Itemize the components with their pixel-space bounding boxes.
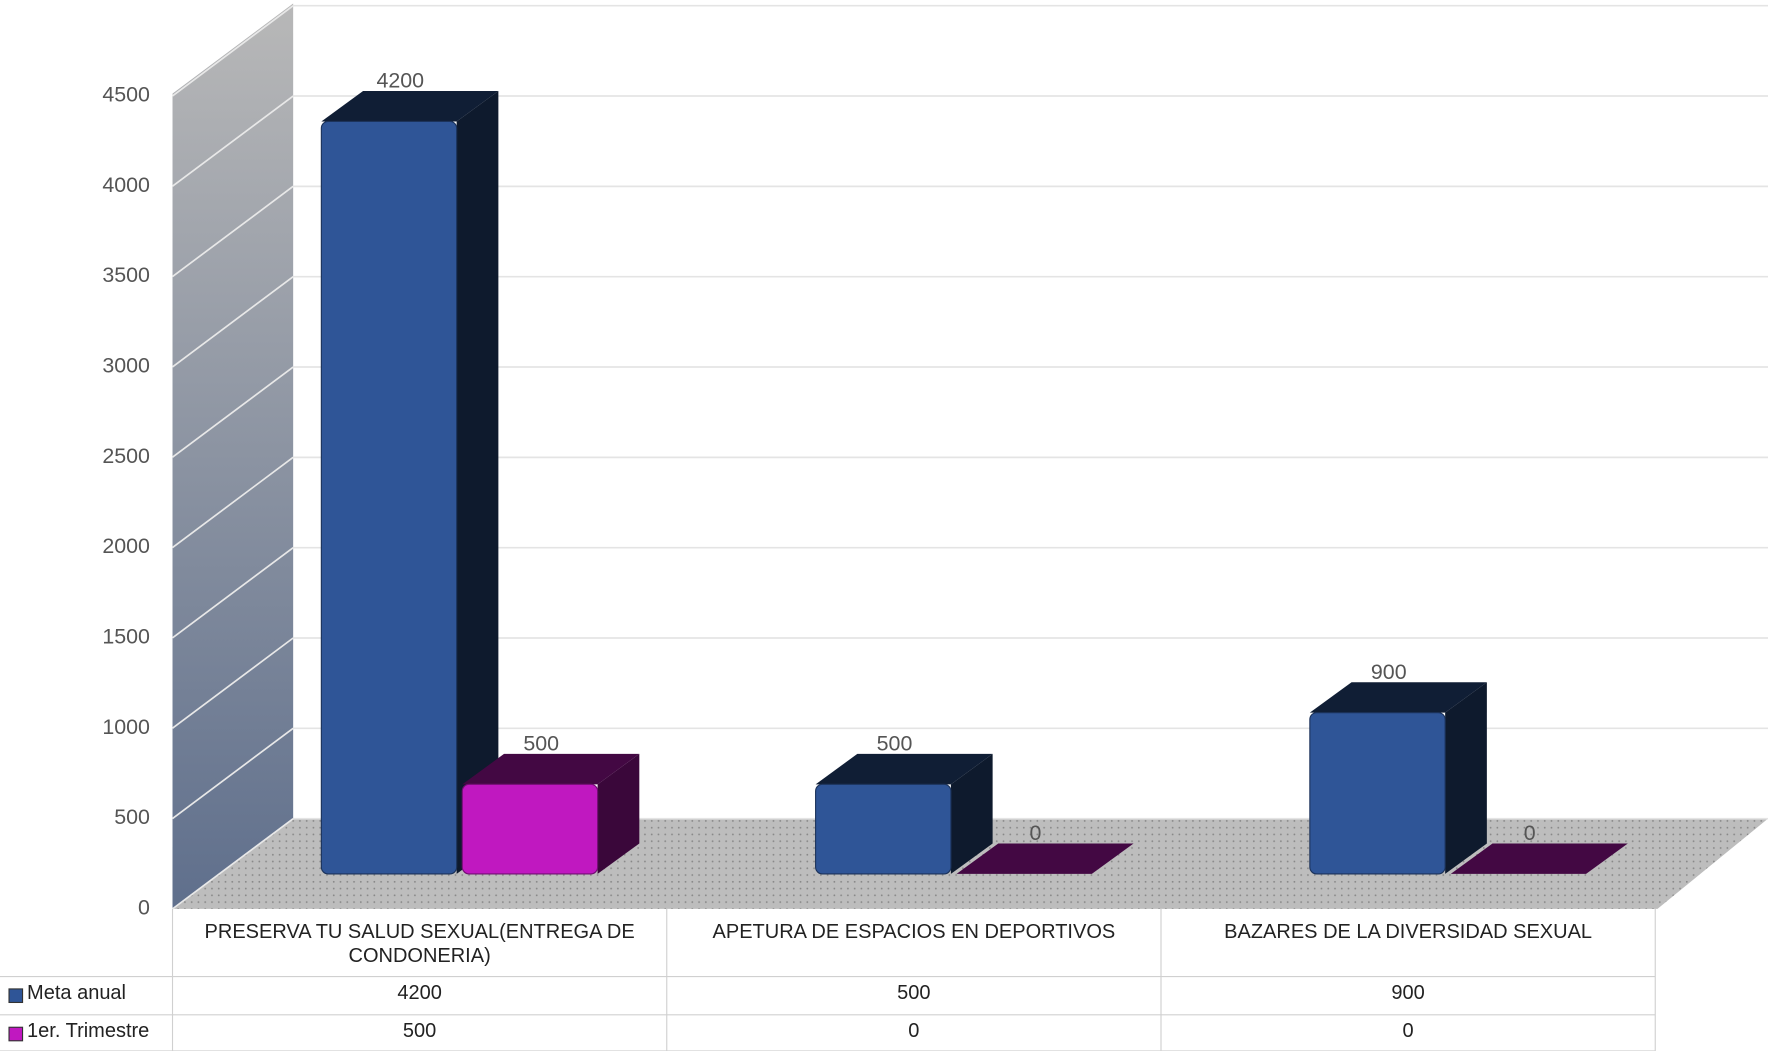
y-tick-label: 0 [138,896,150,920]
legend-swatch [8,988,24,1004]
data-label: 900 [1371,660,1407,684]
table-value: 0 [1402,1020,1414,1043]
y-tick-label: 2500 [102,444,150,468]
y-tick-label: 1500 [102,625,150,649]
legend-label: 1er. Trimestre [27,1020,150,1043]
legend-label: Meta anual [27,981,127,1004]
bar-top [1309,682,1487,713]
grid-line [172,366,294,458]
side-wall [172,3,294,909]
bar [1309,682,1487,875]
grid-line [172,456,294,549]
grid-line [172,5,294,97]
bar-front [461,783,599,875]
bar-top [321,91,499,122]
y-tick-label: 4000 [102,173,150,197]
x-tick-label: APETURA DE ESPACIOS EN DEPORTIVOS [712,921,1116,944]
bar [1450,843,1628,874]
grid-line [172,95,294,187]
data-label: 0 [1524,821,1536,845]
grid-line [172,817,294,910]
bar [815,753,993,875]
bar-side [950,753,993,874]
table-value: 500 [402,1020,437,1043]
data-label: 0 [1030,821,1042,845]
y-tick-label: 2000 [102,534,150,558]
x-tick-label: BAZARES DE LA DIVERSIDAD SEXUAL [1224,921,1593,944]
y-tick-label: 1000 [102,715,150,739]
table-value: 4200 [397,981,442,1004]
data-label: 500 [877,732,913,756]
grid-line [172,546,294,639]
data-label: 500 [523,732,559,756]
grid-line [172,276,294,368]
data-label: 4200 [376,69,424,93]
bar [956,843,1134,874]
legend-swatch [8,1026,24,1042]
bar-front [320,120,458,875]
bar-front [815,783,952,875]
grid-line [172,637,294,729]
bar [320,91,499,875]
bar [461,753,640,875]
bar-side [1445,682,1487,874]
table-value: 900 [1391,981,1425,1004]
y-tick-label: 4500 [102,83,150,107]
table-value: 0 [908,1020,920,1043]
bar-front [1309,712,1446,875]
y-tick-label: 3500 [102,263,150,287]
grid-line [172,727,294,820]
bar-side [597,753,640,874]
bar-top [1450,843,1628,874]
x-tick-label: PRESERVA TU SALUD SEXUAL(ENTREGA DE COND… [204,921,635,968]
grid-line [172,185,294,278]
bar-side [456,91,499,874]
table-value: 500 [897,981,931,1004]
bar-top [462,753,640,785]
y-tick-label: 3000 [102,354,150,378]
bar-top [815,753,993,785]
bar-top [956,843,1134,874]
y-tick-label: 500 [114,805,150,829]
